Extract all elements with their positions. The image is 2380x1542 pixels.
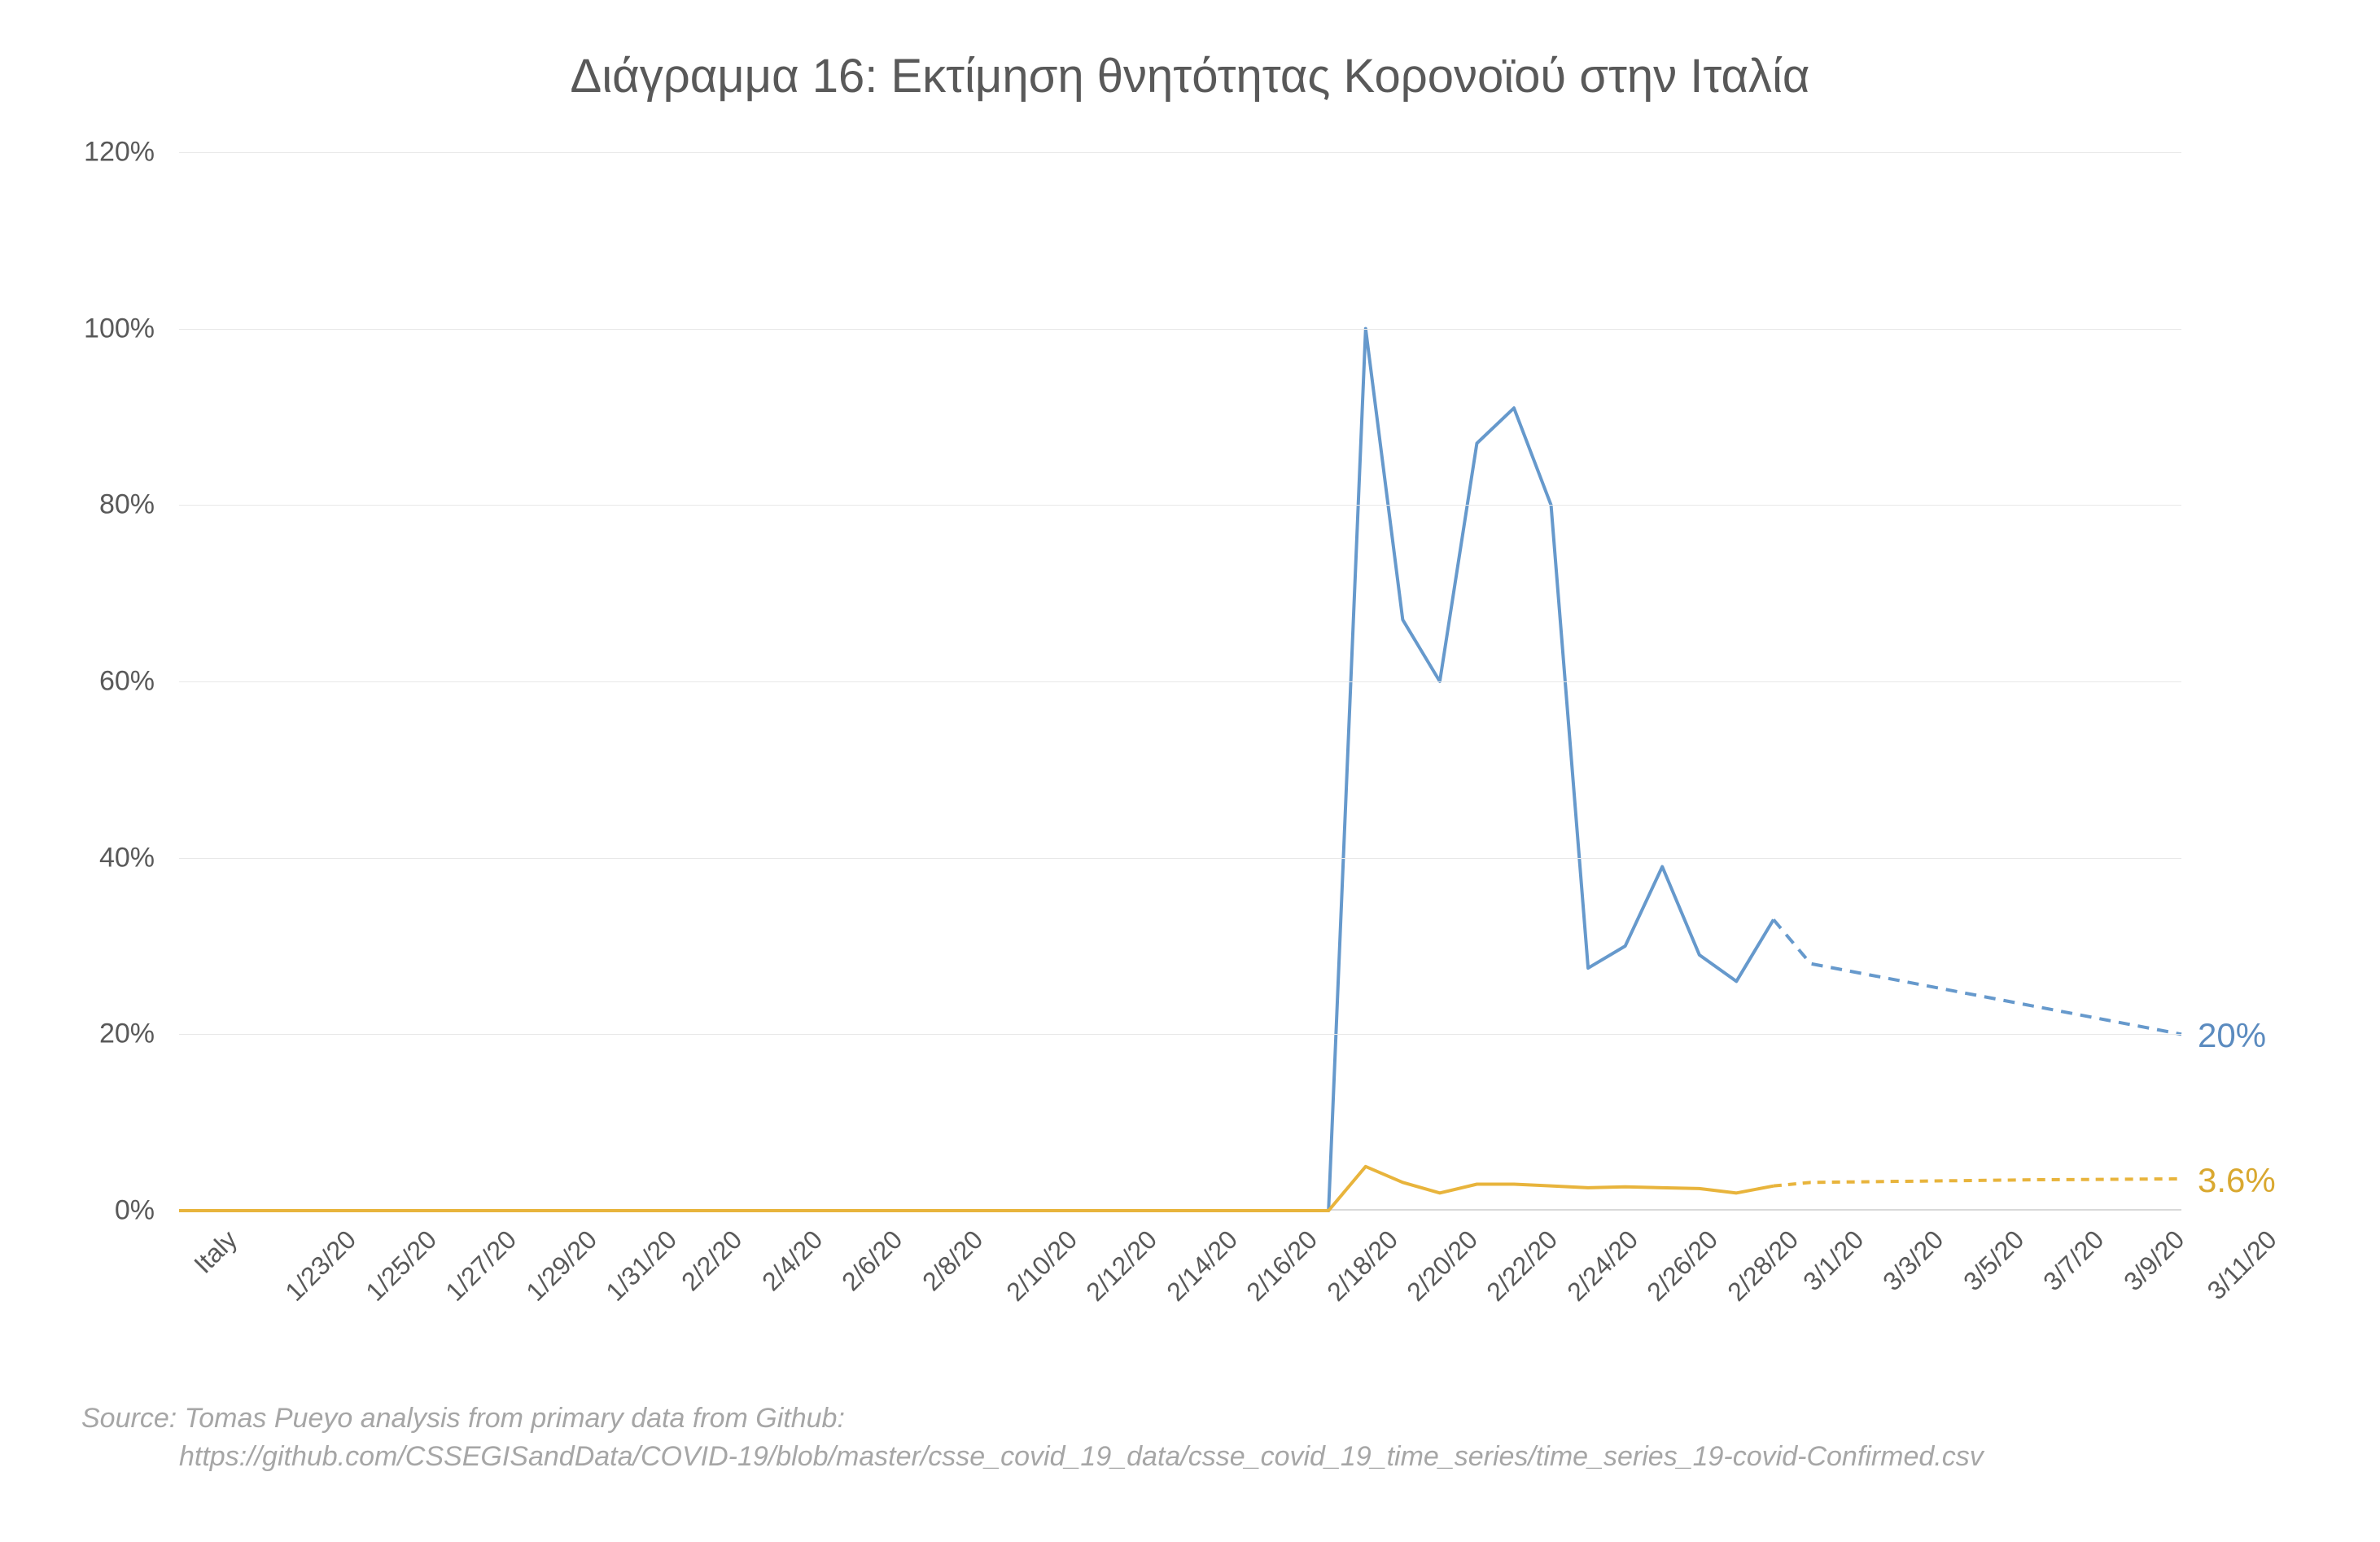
x-tick-label: 3/9/20 [2118, 1224, 2190, 1297]
x-tick-label: 2/28/20 [1722, 1224, 1805, 1308]
y-tick-label: 100% [65, 313, 155, 344]
x-tick-label: 2/26/20 [1641, 1224, 1724, 1308]
series-line-yellow-solid [179, 1167, 1774, 1211]
grid-line [179, 1034, 2181, 1035]
y-tick-label: 0% [65, 1195, 155, 1227]
series-end-label-blue: 20% [2198, 1016, 2266, 1055]
series-line-blue-dash [1774, 920, 2181, 1035]
x-tick-label: 2/22/20 [1481, 1224, 1564, 1308]
source-line2: https://github.com/CSSEGISandData/COVID-… [81, 1438, 1984, 1477]
x-tick-label: 1/29/20 [520, 1224, 603, 1308]
y-tick-label: 40% [65, 842, 155, 874]
x-tick-label: Italy [188, 1224, 243, 1280]
x-tick-label: 3/11/20 [2202, 1224, 2283, 1306]
grid-line [179, 505, 2181, 506]
x-tick-label: 2/14/20 [1161, 1224, 1244, 1308]
plot-area [179, 152, 2181, 1211]
series-line-blue-solid [179, 329, 1774, 1211]
x-tick-label: 1/23/20 [280, 1224, 363, 1308]
x-tick-label: 2/18/20 [1321, 1224, 1404, 1308]
x-tick-label: 2/12/20 [1081, 1224, 1164, 1308]
x-tick-label: 3/5/20 [1958, 1224, 2030, 1297]
x-tick-label: 1/25/20 [360, 1224, 443, 1308]
x-tick-label: 2/6/20 [836, 1224, 908, 1297]
x-tick-label: 2/2/20 [676, 1224, 748, 1297]
series-line-yellow-dash [1774, 1179, 2181, 1186]
source-line1: Source: Tomas Pueyo analysis from primar… [81, 1403, 845, 1434]
y-tick-label: 20% [65, 1019, 155, 1050]
x-tick-label: 3/1/20 [1797, 1224, 1870, 1297]
grid-line [179, 681, 2181, 682]
y-tick-label: 80% [65, 489, 155, 521]
x-tick-label: 2/10/20 [1000, 1224, 1083, 1308]
chart-title: Διάγραμμα 16: Εκτίμηση θνητότητας Κορονο… [49, 49, 2331, 103]
grid-line [179, 329, 2181, 330]
x-tick-label: 2/16/20 [1240, 1224, 1323, 1308]
source-citation: Source: Tomas Pueyo analysis from primar… [81, 1400, 1984, 1477]
x-tick-label: 3/7/20 [2037, 1224, 2110, 1297]
chart-container: Διάγραμμα 16: Εκτίμηση θνητότητας Κορονο… [0, 0, 2380, 1542]
y-axis: 0%20%40%60%80%100%120% [65, 152, 179, 1211]
chart-area: 0%20%40%60%80%100%120% Italy1/23/201/25/… [65, 152, 2312, 1341]
x-tick-label: 2/24/20 [1561, 1224, 1644, 1308]
grid-line [179, 858, 2181, 859]
x-tick-label: 2/20/20 [1401, 1224, 1484, 1308]
series-end-label-yellow: 3.6% [2198, 1161, 2276, 1200]
x-tick-label: 3/3/20 [1877, 1224, 1949, 1297]
x-tick-label: 1/27/20 [440, 1224, 523, 1308]
x-tick-label: 2/4/20 [756, 1224, 829, 1297]
x-tick-label: 1/31/20 [600, 1224, 683, 1308]
x-axis: Italy 1/23/201/25/201/27/201/29/201/31/20… [179, 1215, 2181, 1337]
x-tick-label: 2/8/20 [917, 1224, 989, 1297]
y-tick-label: 120% [65, 137, 155, 169]
y-tick-label: 60% [65, 666, 155, 698]
grid-line [179, 152, 2181, 153]
